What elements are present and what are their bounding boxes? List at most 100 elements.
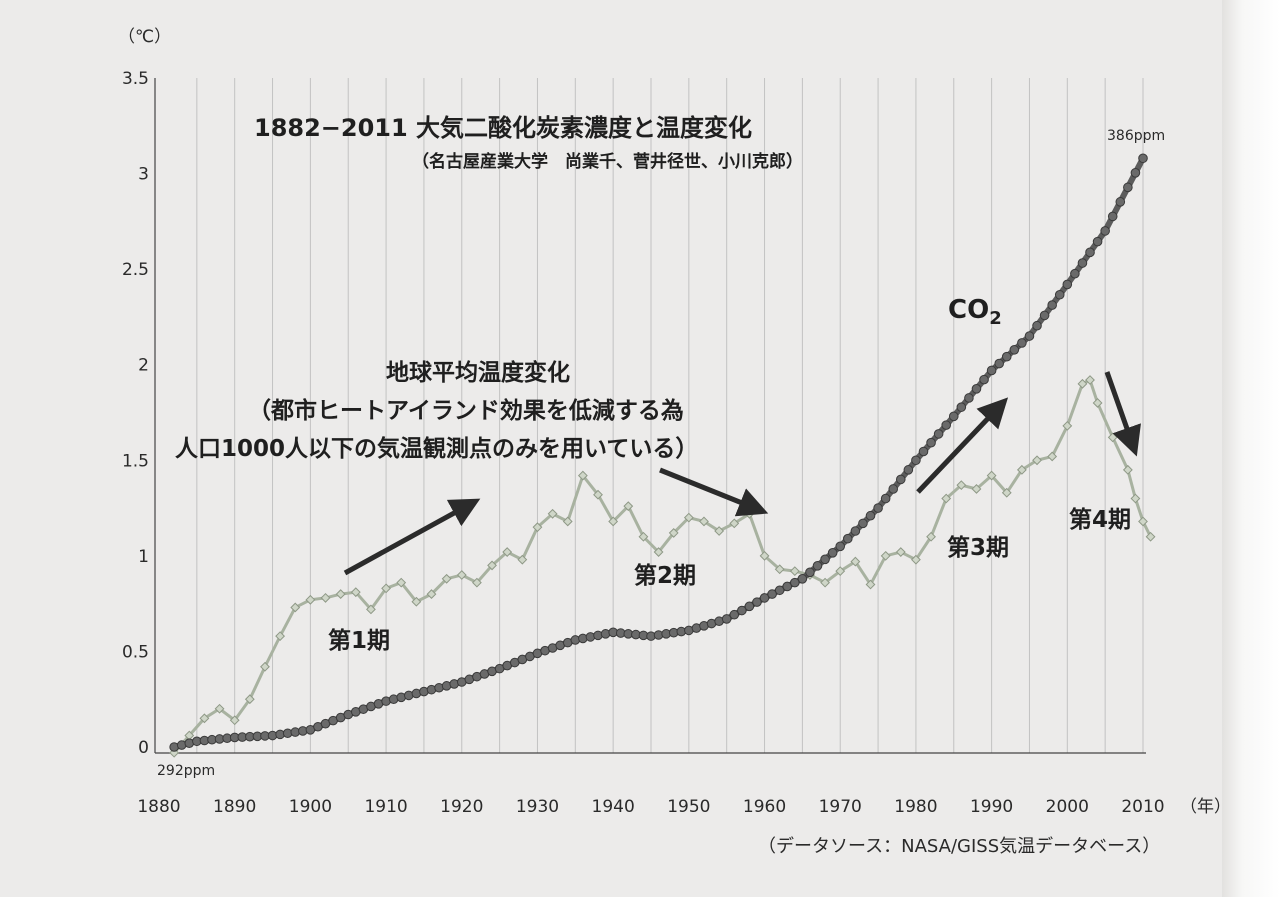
y-tick-label: 1.5 — [122, 451, 149, 471]
period-4-down-arrow — [1104, 371, 1141, 457]
temperature-point — [260, 661, 270, 672]
period-1-up-arrow — [343, 498, 481, 576]
co2-point — [797, 573, 808, 584]
co2-point — [1092, 236, 1103, 247]
x-tick-label: 1880 — [137, 797, 180, 817]
temperature-note-line2: 人口1000人以下の気温観測点のみを用いている） — [175, 435, 698, 462]
temperature-point — [547, 508, 558, 519]
x-axis-unit: （年） — [1180, 797, 1231, 817]
temperature-point — [895, 547, 906, 557]
co2-label-subscript: 2 — [989, 308, 1002, 329]
co2-point — [737, 605, 747, 616]
co2-point — [820, 554, 830, 565]
temperature-point — [335, 589, 346, 599]
temperature-point — [593, 489, 603, 500]
co2-point — [888, 484, 899, 494]
x-tick-label: 1980 — [894, 797, 937, 817]
co2-point — [835, 541, 846, 552]
y-axis-unit: （℃） — [118, 27, 171, 47]
temperature-point — [441, 573, 452, 584]
temperature-point — [608, 516, 619, 527]
co2-point — [971, 383, 982, 394]
x-tick-labels: 1880 1890 1900 1910 1920 1930 1940 1950 1960 1970… — [137, 797, 1164, 817]
co2-point — [1100, 226, 1110, 236]
series-layer — [169, 153, 1156, 758]
co2-point — [1130, 168, 1141, 178]
co2-point — [895, 474, 906, 485]
co2-point — [1024, 331, 1035, 341]
temperature-point — [214, 703, 225, 714]
x-tick-label: 1970 — [819, 797, 862, 817]
x-tick-label: 1910 — [364, 797, 407, 817]
temperature-point — [729, 518, 740, 529]
temperature-point — [699, 516, 709, 527]
co2-point — [827, 547, 838, 558]
temperature-point — [244, 694, 255, 705]
temperature-point — [411, 596, 422, 607]
temperature-point — [562, 516, 573, 527]
co2-point — [1107, 211, 1118, 222]
co2-point — [926, 437, 936, 448]
temperature-point — [532, 522, 543, 533]
temperature-point — [1092, 398, 1103, 408]
co2-point — [1032, 320, 1042, 331]
temperature-point — [472, 577, 482, 588]
co2-point — [790, 577, 800, 588]
co2-point — [964, 393, 974, 403]
co2-point — [1070, 268, 1080, 279]
temperature-point — [668, 528, 679, 538]
co2-point — [994, 358, 1004, 369]
temperature-point — [577, 470, 588, 481]
temperature-point — [683, 512, 694, 523]
temperature-point — [169, 747, 180, 758]
x-tick-label: 1950 — [667, 797, 710, 817]
co2-point — [918, 446, 929, 457]
y-tick-label: 1 — [138, 547, 149, 567]
co2-point — [1054, 289, 1065, 300]
co2-point — [1039, 310, 1050, 321]
co2-point — [1115, 197, 1126, 207]
co2-point — [880, 493, 891, 504]
temperature-point — [911, 554, 921, 565]
x-tick-label: 1890 — [213, 797, 256, 817]
temperature-point — [1122, 464, 1133, 475]
x-tick-label: 1900 — [289, 797, 332, 817]
x-tick-label: 1920 — [440, 797, 483, 817]
temperature-point — [941, 493, 952, 504]
co2-point — [933, 429, 944, 439]
co2-point — [812, 560, 823, 571]
co2-point — [782, 581, 793, 592]
co2-point — [729, 609, 740, 620]
period-4-label: 第4期 — [1069, 506, 1131, 533]
x-tick-label: 1930 — [516, 797, 559, 817]
co2-point — [1017, 338, 1027, 348]
trend-arrows — [343, 371, 1141, 576]
temperature-point — [789, 566, 800, 577]
temperature-point — [926, 531, 936, 542]
x-tick-label: 1940 — [592, 797, 635, 817]
co2-point — [1085, 247, 1095, 258]
temperature-point — [1016, 464, 1027, 475]
y-tick-label: 3 — [138, 165, 149, 185]
x-tick-label: 1990 — [970, 797, 1013, 817]
temperature-point — [1032, 455, 1042, 466]
co2-point — [850, 526, 861, 536]
y-tick-label: 2.5 — [122, 260, 149, 280]
x-tick-label: 2000 — [1046, 797, 1089, 817]
temperature-point — [290, 602, 301, 613]
temperature-point — [1145, 531, 1156, 542]
co2-point — [986, 365, 997, 376]
co2-point — [1123, 182, 1133, 193]
y-tick-label: 0.5 — [122, 642, 149, 662]
y-tick-labels: 0 0.5 1 1.5 2 2.5 3 3.5 — [122, 69, 149, 758]
temperature-point — [880, 550, 891, 561]
temperature-point — [653, 547, 664, 557]
temperature-point — [986, 470, 997, 481]
temperature-point — [426, 589, 437, 599]
period-3-label: 第3期 — [947, 534, 1009, 561]
period-2-label: 第2期 — [634, 562, 696, 589]
temperature-point — [971, 484, 982, 494]
co2-point — [1047, 300, 1057, 310]
co2-point — [941, 420, 952, 430]
